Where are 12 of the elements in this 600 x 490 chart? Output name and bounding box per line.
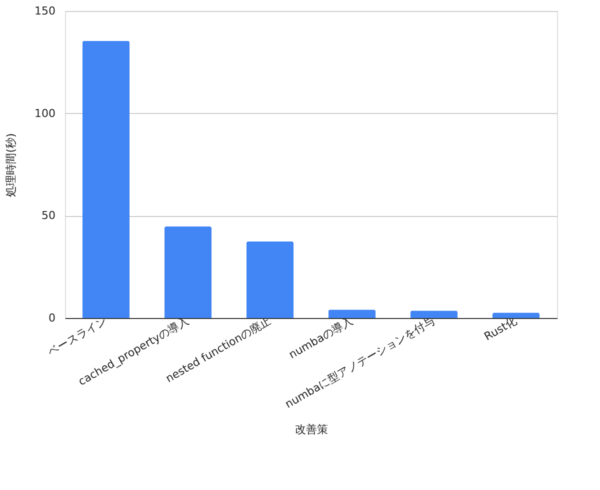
bar [410,310,458,318]
bar [164,226,212,318]
bar [492,312,540,318]
x-axis-title: 改善策 [295,423,328,436]
y-tick-label: 50 [42,209,56,222]
y-tick-label: 0 [48,312,56,324]
bar [82,40,130,318]
bar [328,310,376,318]
y-axis-title: 処理時間(秒) [4,133,18,197]
y-tick-label: 100 [34,106,56,120]
bar [246,241,294,318]
y-tick-label: 150 [34,4,56,18]
